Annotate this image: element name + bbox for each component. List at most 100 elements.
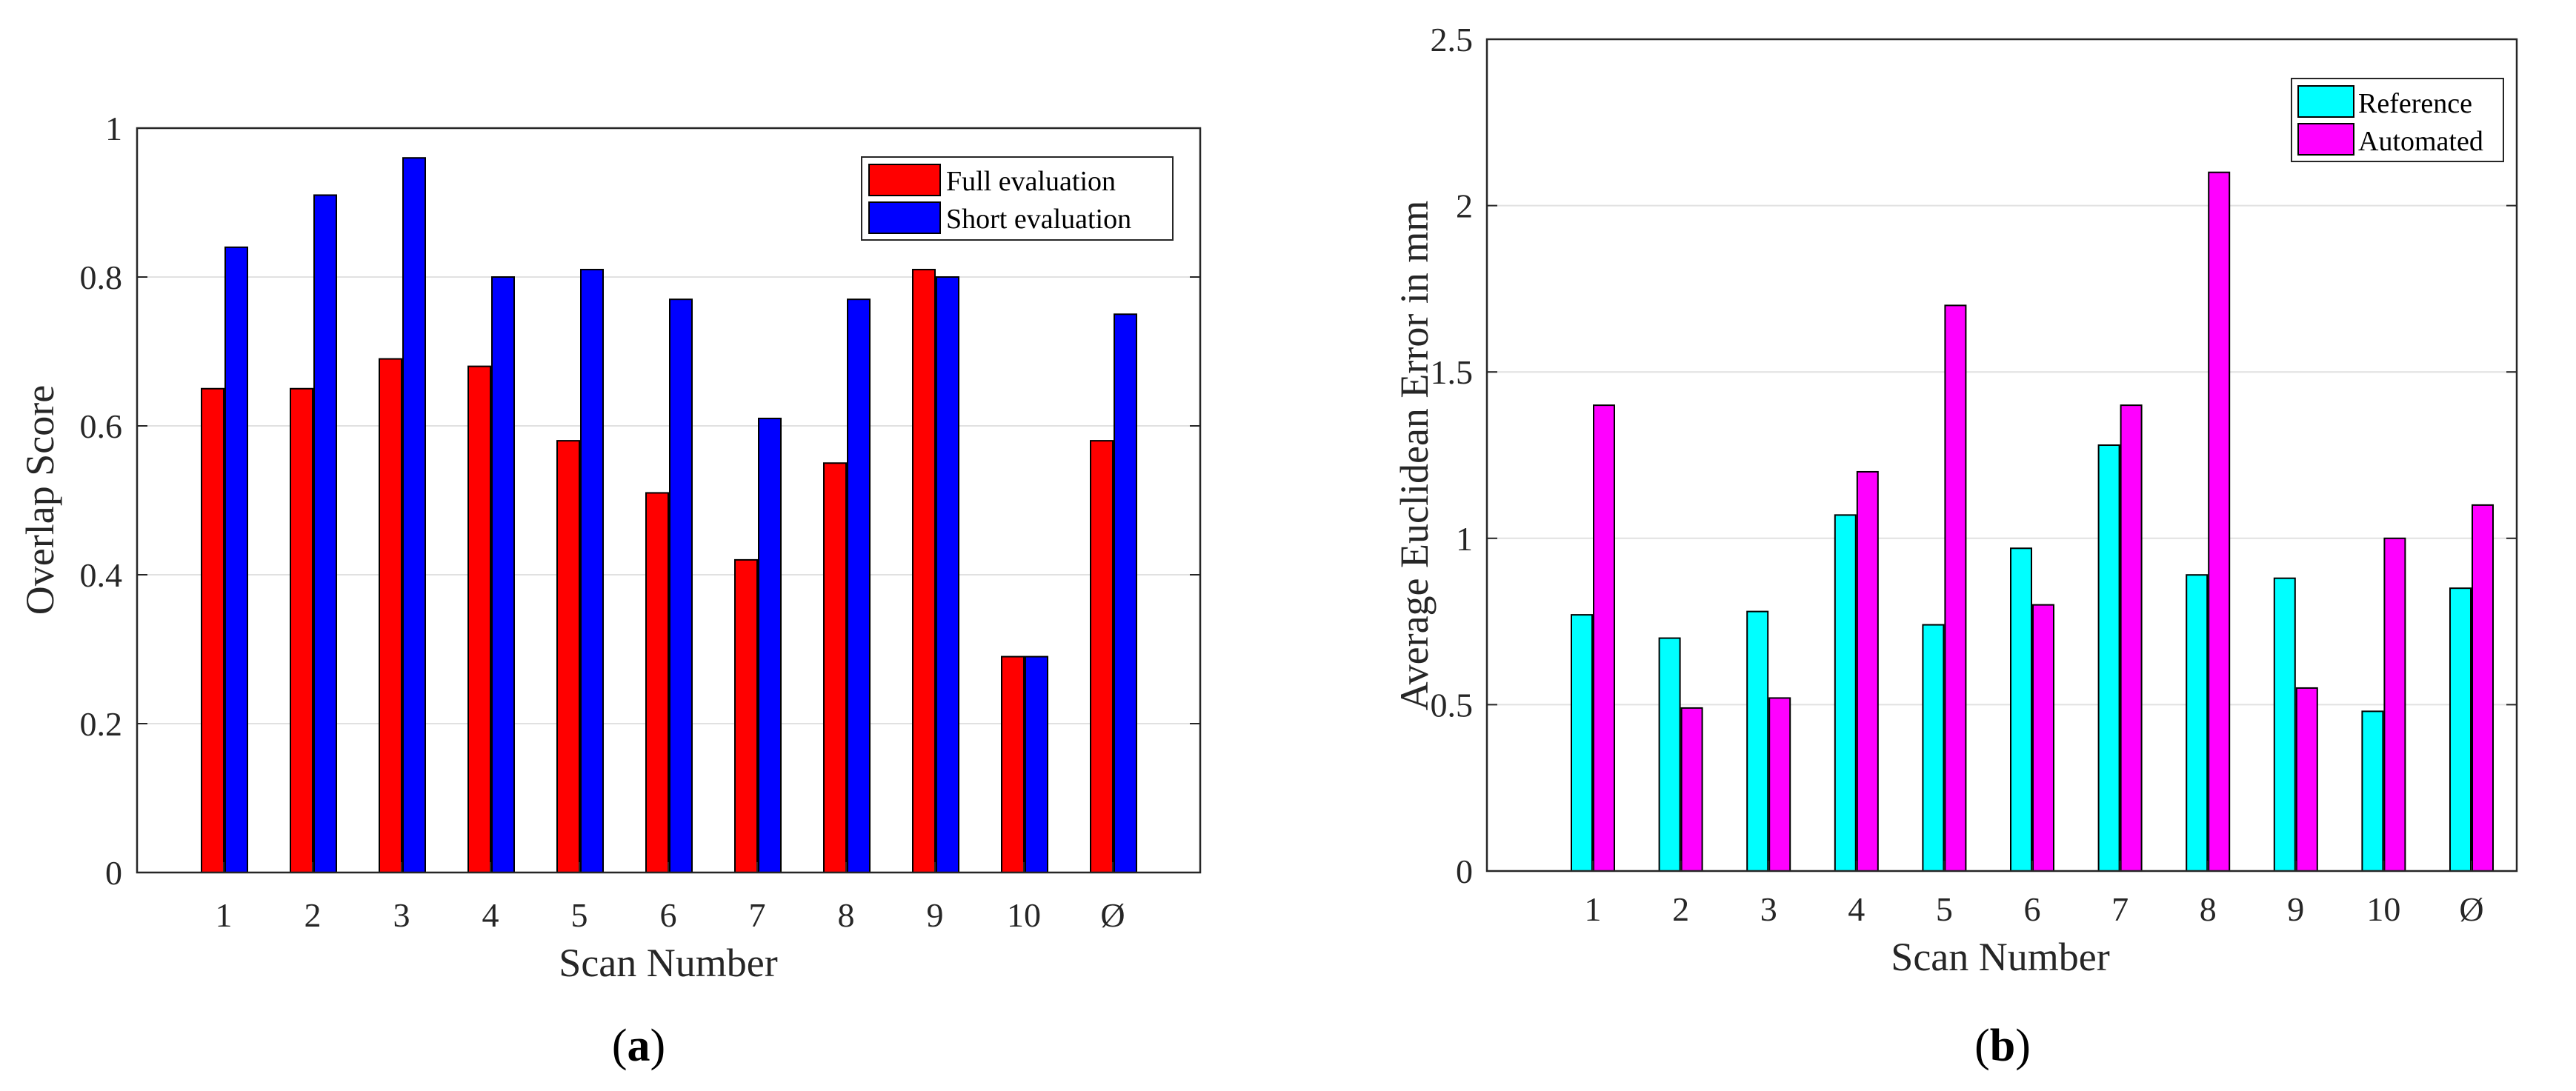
x-tick-label-a: 2 bbox=[304, 896, 322, 934]
y-tick-label-a: 0 bbox=[105, 854, 122, 892]
bars-a bbox=[201, 157, 1137, 874]
x-axis-label-a: Scan Number bbox=[559, 941, 777, 985]
chart-panel-a: 00.20.40.60.81 1 2 3 4 5 6 7 8 9 10 Ø Scan Number … bbox=[18, 110, 1202, 1071]
bar-automated-3 bbox=[1768, 697, 1791, 873]
x-tick-label-b: 9 bbox=[2287, 890, 2304, 928]
bar-reference-11 bbox=[2449, 587, 2472, 872]
y-tick-label-b: 2.5 bbox=[1431, 21, 1474, 59]
bar-automated-6 bbox=[2032, 604, 2054, 872]
bar-short-evaluation-10 bbox=[1025, 655, 1048, 873]
bar-full-evaluation-10 bbox=[1001, 655, 1025, 873]
x-tick-label-b: 2 bbox=[1672, 890, 1689, 928]
x-tick-label-a: 3 bbox=[393, 896, 410, 934]
bar-reference-1 bbox=[1571, 614, 1593, 873]
bar-automated-4 bbox=[1856, 470, 1879, 872]
x-tick-label-b: 4 bbox=[1848, 890, 1865, 928]
bar-automated-10 bbox=[2383, 537, 2406, 872]
legend-label-reference: Reference bbox=[2358, 88, 2472, 119]
y-tick-label-b: 1 bbox=[1456, 520, 1473, 558]
bar-short-evaluation-9 bbox=[936, 276, 959, 873]
x-tick-label-a: 6 bbox=[660, 896, 677, 934]
x-tick-label-b: 10 bbox=[2366, 890, 2400, 928]
bar-automated-7 bbox=[2120, 404, 2143, 872]
y-tick-label-a: 0.8 bbox=[80, 258, 123, 296]
bar-full-evaluation-8 bbox=[823, 462, 847, 873]
x-ticks-b: 1 2 3 4 5 6 7 8 9 10 Ø bbox=[1585, 861, 2484, 928]
legend-swatch-automated bbox=[2297, 123, 2354, 156]
bar-full-evaluation-4 bbox=[467, 365, 491, 874]
y-tick-label-b: 0.5 bbox=[1431, 686, 1474, 724]
bar-reference-4 bbox=[1834, 514, 1857, 873]
bar-short-evaluation-3 bbox=[402, 157, 426, 873]
x-tick-label-a: 4 bbox=[482, 896, 499, 934]
plot-frame-b bbox=[1485, 38, 2518, 873]
x-tick-label-a: 8 bbox=[838, 896, 855, 934]
x-tick-label-a: 10 bbox=[1007, 896, 1041, 934]
bar-automated-9 bbox=[2295, 687, 2318, 872]
bar-full-evaluation-6 bbox=[645, 492, 669, 873]
bar-short-evaluation-8 bbox=[847, 298, 871, 873]
bar-reference-2 bbox=[1658, 637, 1681, 872]
panel-letter-b: b bbox=[1990, 1021, 2015, 1071]
bar-automated-2 bbox=[1680, 707, 1703, 873]
bar-automated-5 bbox=[1944, 304, 1967, 872]
bar-reference-3 bbox=[1746, 610, 1769, 873]
bar-full-evaluation-1 bbox=[201, 387, 224, 873]
bar-automated-8 bbox=[2208, 171, 2231, 872]
x-tick-label-b: Ø bbox=[2459, 890, 2483, 928]
legend-label-full-evaluation: Full evaluation bbox=[946, 166, 1116, 197]
legend-b: Reference Automated bbox=[2291, 78, 2504, 162]
bars-b bbox=[1571, 171, 2494, 873]
bar-automated-11 bbox=[2472, 504, 2494, 872]
legend-a: Full evaluation Short evaluation bbox=[861, 156, 1174, 241]
x-tick-label-b: 8 bbox=[2200, 890, 2217, 928]
legend-swatch-reference bbox=[2297, 85, 2354, 118]
y-axis-label-b: Average Euclidean Error in mm bbox=[1392, 201, 1437, 711]
bar-full-evaluation-9 bbox=[912, 268, 936, 873]
bar-full-evaluation-11 bbox=[1090, 440, 1114, 873]
y-tick-label-b: 0 bbox=[1456, 853, 1473, 890]
bar-short-evaluation-1 bbox=[224, 246, 248, 873]
y-tick-label-a: 0.4 bbox=[80, 556, 123, 594]
bar-short-evaluation-5 bbox=[580, 268, 604, 873]
y-tick-label-a: 1 bbox=[105, 110, 122, 147]
panel-letter-a: a bbox=[628, 1021, 650, 1071]
bar-reference-8 bbox=[2186, 574, 2209, 872]
bar-reference-5 bbox=[1922, 624, 1945, 872]
bar-reference-7 bbox=[2097, 444, 2120, 872]
bar-full-evaluation-5 bbox=[556, 440, 580, 873]
x-tick-label-b: 5 bbox=[1936, 890, 1953, 928]
bar-full-evaluation-2 bbox=[290, 387, 313, 873]
legend-swatch-short-evaluation bbox=[868, 201, 941, 234]
x-tick-label-b: 7 bbox=[2111, 890, 2129, 928]
x-tick-label-a: Ø bbox=[1100, 896, 1125, 934]
bar-short-evaluation-11 bbox=[1114, 313, 1137, 873]
legend-label-short-evaluation: Short evaluation bbox=[946, 204, 1131, 235]
bar-reference-6 bbox=[2010, 547, 2032, 872]
x-axis-label-b: Scan Number bbox=[1891, 935, 2109, 979]
bar-short-evaluation-2 bbox=[313, 194, 337, 873]
x-ticks-a: 1 2 3 4 5 6 7 8 9 10 Ø bbox=[216, 862, 1125, 934]
bar-reference-9 bbox=[2273, 577, 2296, 872]
bar-short-evaluation-6 bbox=[669, 298, 693, 873]
x-tick-label-a: 7 bbox=[749, 896, 766, 934]
x-tick-label-a: 9 bbox=[927, 896, 944, 934]
y-ticks-b: 0 0.5 1 1.5 2 2.5 bbox=[1431, 21, 2517, 890]
y-axis-label-a: Overlap Score bbox=[18, 385, 62, 615]
chart-panel-b: 0 0.5 1 1.5 2 2.5 1 2 3 4 5 6 7 8 9 10 Ø Scan Number Av… bbox=[1392, 21, 2518, 1071]
y-tick-label-a: 0.2 bbox=[80, 705, 123, 743]
x-tick-label-b: 6 bbox=[2024, 890, 2041, 928]
bar-automated-1 bbox=[1593, 404, 1615, 872]
panel-caption-a: (a) bbox=[612, 1021, 665, 1071]
y-tick-label-a: 0.6 bbox=[80, 407, 123, 445]
panel-caption-b: (b) bbox=[1974, 1021, 2031, 1071]
bar-short-evaluation-7 bbox=[758, 417, 782, 873]
y-tick-label-b: 2 bbox=[1456, 187, 1473, 225]
x-tick-label-a: 1 bbox=[216, 896, 233, 934]
bar-short-evaluation-4 bbox=[491, 276, 515, 873]
x-tick-label-b: 3 bbox=[1760, 890, 1777, 928]
legend-swatch-full-evaluation bbox=[868, 164, 941, 196]
y-ticks-a: 0 0.2 0.4 0.6 0.8 1 bbox=[80, 110, 1200, 892]
x-tick-label-a: 5 bbox=[571, 896, 588, 934]
